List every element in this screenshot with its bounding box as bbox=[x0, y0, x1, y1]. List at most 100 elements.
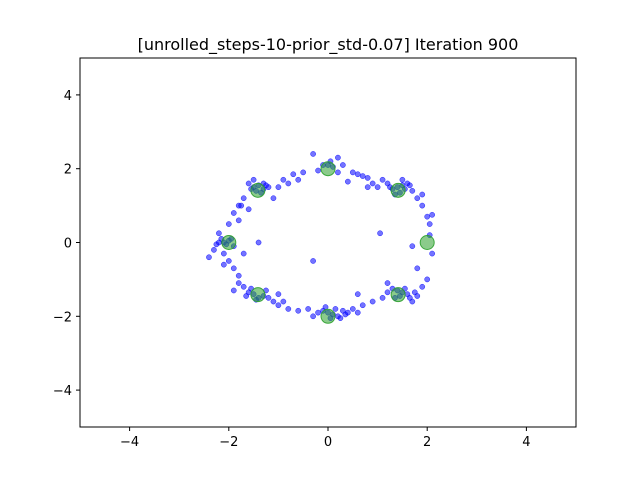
axes-frame bbox=[79, 57, 577, 428]
generated-sample-point bbox=[275, 184, 282, 190]
generated-sample-point bbox=[265, 295, 272, 301]
generated-sample-point bbox=[235, 272, 242, 279]
generated-sample-point bbox=[374, 184, 381, 190]
x-tick-label: 4 bbox=[522, 435, 530, 450]
generated-sample-point bbox=[295, 307, 302, 314]
generated-sample-point bbox=[369, 298, 376, 305]
target-mode-point bbox=[390, 182, 406, 198]
generated-sample-point bbox=[243, 293, 250, 299]
generated-sample-point bbox=[419, 191, 426, 198]
generated-sample-point bbox=[250, 176, 257, 183]
y-tick-label: −4 bbox=[53, 384, 72, 399]
generated-sample-point bbox=[364, 175, 371, 181]
generated-sample-point bbox=[280, 176, 287, 183]
target-mode-point bbox=[250, 287, 266, 303]
generated-sample-point bbox=[290, 171, 297, 178]
y-tick-label: 2 bbox=[64, 163, 72, 178]
generated-sample-point bbox=[275, 302, 282, 309]
generated-sample-point bbox=[285, 180, 292, 187]
generated-sample-point bbox=[337, 315, 344, 321]
target-mode-point bbox=[390, 287, 406, 303]
y-tick-label: 0 bbox=[64, 237, 72, 252]
generated-sample-point bbox=[414, 265, 421, 272]
generated-sample-point bbox=[211, 247, 217, 253]
y-axis: −4 −2 0 2 4 bbox=[53, 89, 80, 399]
generated-sample-point bbox=[332, 306, 339, 312]
generated-sample-point bbox=[310, 258, 316, 264]
generated-sample-point bbox=[225, 221, 232, 227]
generated-sample-point bbox=[335, 154, 341, 161]
generated-sample-point bbox=[245, 180, 252, 187]
generated-sample-point bbox=[230, 210, 237, 216]
generated-sample-point bbox=[369, 180, 376, 187]
target-mode-point bbox=[320, 308, 336, 324]
generated-sample-point bbox=[255, 239, 262, 246]
target-mode-point bbox=[250, 182, 266, 198]
generated-sample-point bbox=[240, 195, 247, 202]
generated-sample-point bbox=[424, 276, 431, 283]
generated-sample-point bbox=[426, 221, 433, 227]
target-mode-point bbox=[419, 235, 435, 250]
generated-sample-point bbox=[300, 169, 307, 176]
generated-sample-point bbox=[235, 280, 242, 286]
generated-sample-point bbox=[384, 280, 391, 286]
generated-sample-point bbox=[419, 283, 426, 290]
generated-sample-point bbox=[409, 187, 416, 194]
generated-sample-point bbox=[305, 306, 312, 312]
generated-sample-point bbox=[414, 195, 421, 202]
generated-sample-point bbox=[275, 291, 282, 298]
generated-sample-point bbox=[335, 169, 341, 176]
generated-sample-point bbox=[359, 173, 366, 179]
y-tick-label: 4 bbox=[64, 89, 72, 104]
generated-sample-point bbox=[406, 182, 413, 189]
generated-sample-point bbox=[409, 298, 416, 305]
generated-sample-point bbox=[206, 254, 212, 261]
generated-sample-point bbox=[419, 202, 426, 209]
generated-sample-point bbox=[270, 195, 277, 202]
generated-sample-point bbox=[424, 213, 431, 220]
generated-sample-point bbox=[240, 283, 247, 290]
generated-sample-point bbox=[384, 289, 391, 296]
generated-sample-point bbox=[414, 293, 421, 299]
chart-title: [unrolled_steps-10-prior_std-0.07] Itera… bbox=[138, 35, 519, 55]
generated-sample-point bbox=[295, 176, 302, 183]
generated-sample-point bbox=[429, 250, 436, 257]
generated-sample-point bbox=[310, 313, 316, 320]
generated-sample-point bbox=[216, 230, 222, 237]
generated-sample-point bbox=[230, 287, 237, 294]
generated-sample-point bbox=[280, 298, 287, 305]
generated-sample-point bbox=[384, 180, 391, 187]
x-axis: −4 −2 0 2 4 bbox=[120, 427, 531, 450]
generated-sample-point bbox=[354, 309, 361, 316]
generated-sample-point bbox=[270, 298, 277, 305]
generated-sample-point bbox=[220, 261, 227, 268]
target-mode-point bbox=[221, 235, 237, 250]
generated-sample-point bbox=[349, 169, 356, 176]
generated-sample-point bbox=[340, 162, 346, 168]
generated-sample-point bbox=[230, 265, 237, 272]
generated-sample-point bbox=[354, 291, 361, 298]
x-tick-label: −4 bbox=[120, 435, 139, 450]
generated-sample-point bbox=[238, 202, 245, 209]
generated-sample-point bbox=[379, 295, 386, 301]
y-tick-label: −2 bbox=[53, 310, 72, 325]
generated-sample-point bbox=[213, 241, 220, 248]
generated-sample-point bbox=[379, 176, 386, 183]
x-tick-label: 2 bbox=[423, 435, 431, 450]
generated-sample-point bbox=[235, 217, 242, 224]
generated-sample-point bbox=[349, 306, 356, 312]
generated-sample-point bbox=[399, 176, 406, 183]
generated-sample-point bbox=[359, 302, 366, 309]
generated-sample-point bbox=[364, 184, 371, 190]
generated-sample-point bbox=[225, 258, 232, 264]
generated-sample-point bbox=[429, 211, 436, 218]
x-tick-label: 0 bbox=[324, 435, 332, 450]
generated-sample-point bbox=[409, 243, 416, 250]
generated-sample-point bbox=[377, 230, 383, 237]
generated-sample-point bbox=[240, 250, 247, 257]
generated-sample-point bbox=[342, 311, 349, 318]
generated-sample-point bbox=[220, 250, 227, 257]
generated-sample-point bbox=[315, 309, 321, 316]
target-modes-series bbox=[221, 161, 435, 324]
generated-sample-point bbox=[344, 178, 351, 185]
